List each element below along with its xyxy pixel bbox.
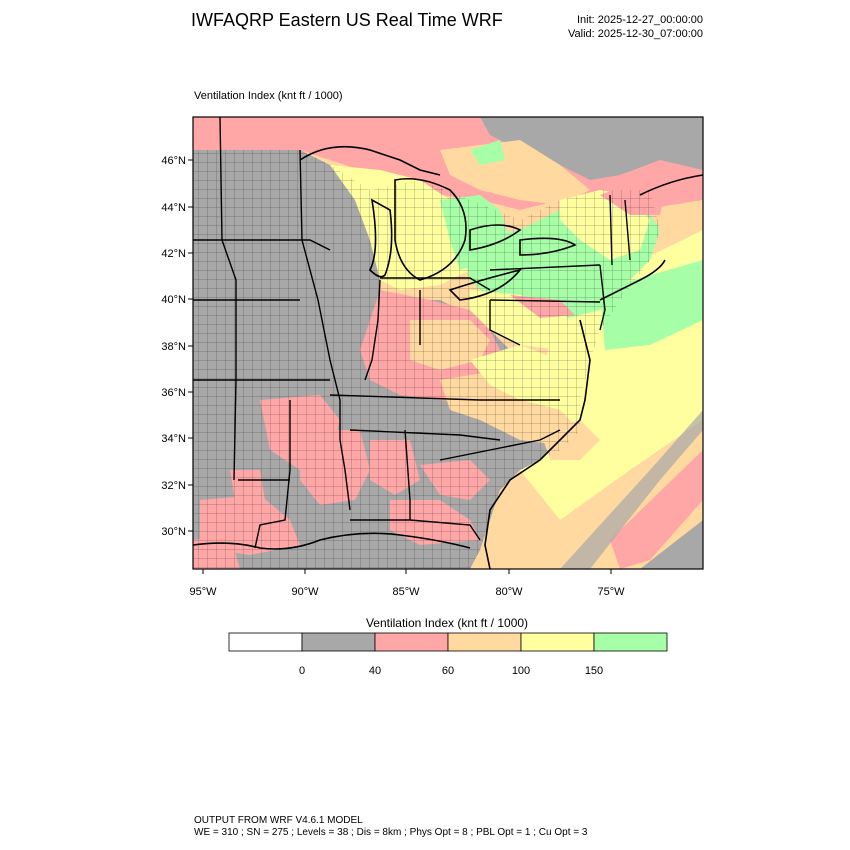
colorbar-level-label: 100: [512, 665, 530, 677]
colorbar-level-label: 0: [299, 665, 305, 677]
lon-tick-label: 95°W: [189, 586, 217, 598]
offshore-gray-corner: [640, 520, 703, 569]
colorbar-swatch: [228, 632, 303, 652]
model-config: WE = 310 ; SN = 275 ; Levels = 38 ; Dis …: [194, 827, 588, 838]
map-frame: [192, 116, 704, 570]
longitude-ticks: 95°W 90°W 85°W 80°W 75°W: [189, 569, 625, 598]
latitude-ticks: 46°N 44°N 42°N 40°N 38°N 36°N 34°N 32°N 30°N: [161, 155, 193, 538]
coastlines: [193, 145, 703, 569]
colorbar-swatch: [301, 632, 376, 652]
run-times: Init: 2025-12-27_00:00:00 Valid: 2025-12…: [568, 13, 703, 41]
offshore-pink-streak: [610, 450, 703, 569]
lat-tick-label: 44°N: [161, 202, 186, 214]
lat-tick-label: 34°N: [161, 433, 186, 445]
canada-green-patch: [470, 140, 505, 165]
lat-tick-label: 32°N: [161, 480, 186, 492]
colorbar: [228, 632, 668, 652]
colorbar-swatch: [520, 632, 595, 652]
lat-tick-label: 42°N: [161, 248, 186, 260]
model-version: OUTPUT FROM WRF V4.6.1 MODEL: [194, 815, 363, 826]
lon-tick-label: 75°W: [597, 586, 625, 598]
map-title: IWFAQRP Eastern US Real Time WRF: [191, 10, 503, 30]
lat-tick-label: 40°N: [161, 294, 186, 306]
lat-tick-label: 36°N: [161, 387, 186, 399]
colorbar-title: Ventilation Index (knt ft / 1000): [366, 616, 528, 630]
init-time: Init: 2025-12-27_00:00:00: [577, 14, 703, 26]
colorbar-labels: 0 40 60 100 150: [299, 665, 603, 677]
lon-tick-label: 90°W: [291, 586, 319, 598]
colorbar-swatch: [593, 632, 668, 652]
colorbar-level-label: 40: [369, 665, 381, 677]
state-boundaries: [193, 117, 631, 549]
model-info: OUTPUT FROM WRF V4.6.1 MODEL WE = 310 ; …: [194, 815, 587, 839]
lat-tick-label: 30°N: [161, 526, 186, 538]
colorbar-swatch: [374, 632, 449, 652]
canada-gray-region: [480, 117, 703, 180]
map-fill-layer: [193, 117, 703, 569]
county-lines: [193, 150, 660, 569]
lon-tick-label: 85°W: [392, 586, 420, 598]
colorbar-swatch: [447, 632, 522, 652]
field-subtitle: Ventilation Index (knt ft / 1000): [194, 90, 343, 102]
lat-tick-label: 46°N: [161, 155, 186, 167]
lat-tick-label: 38°N: [161, 341, 186, 353]
lon-tick-label: 80°W: [495, 586, 523, 598]
valid-time: Valid: 2025-12-30_07:00:00: [568, 28, 703, 40]
colorbar-level-label: 60: [442, 665, 454, 677]
colorbar-level-label: 150: [585, 665, 603, 677]
